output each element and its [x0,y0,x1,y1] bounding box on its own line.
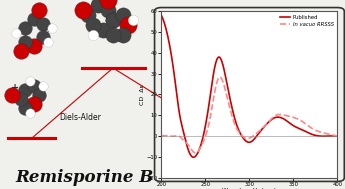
In vacuo RRSSS [309,127,313,129]
In vacuo RRSSS [265,122,269,124]
Published [319,135,324,137]
Text: +: + [11,83,19,93]
Text: Remisporine B: Remisporine B [16,169,154,185]
In vacuo RRSSS [265,123,269,125]
Published [308,133,313,135]
In vacuo RRSSS [159,135,164,137]
Text: Diels-Alder: Diels-Alder [59,114,101,122]
X-axis label: Wavelength (nm): Wavelength (nm) [222,188,277,189]
Published [268,120,272,122]
Legend: Published, In vacuo RRSSS: Published, In vacuo RRSSS [279,14,335,28]
Published [160,16,164,18]
In vacuo RRSSS [160,135,164,137]
Y-axis label: CD  Δε: CD Δε [140,84,145,105]
Published [191,156,195,158]
In vacuo RRSSS [194,152,198,154]
Line: Published: Published [161,15,337,157]
Published [265,123,269,125]
In vacuo RRSSS [218,76,222,78]
Published [159,14,164,17]
In vacuo RRSSS [335,135,339,137]
Published [264,123,268,126]
Line: In vacuo RRSSS: In vacuo RRSSS [161,77,337,153]
Published [335,135,339,137]
In vacuo RRSSS [268,119,273,121]
In vacuo RRSSS [320,132,324,134]
